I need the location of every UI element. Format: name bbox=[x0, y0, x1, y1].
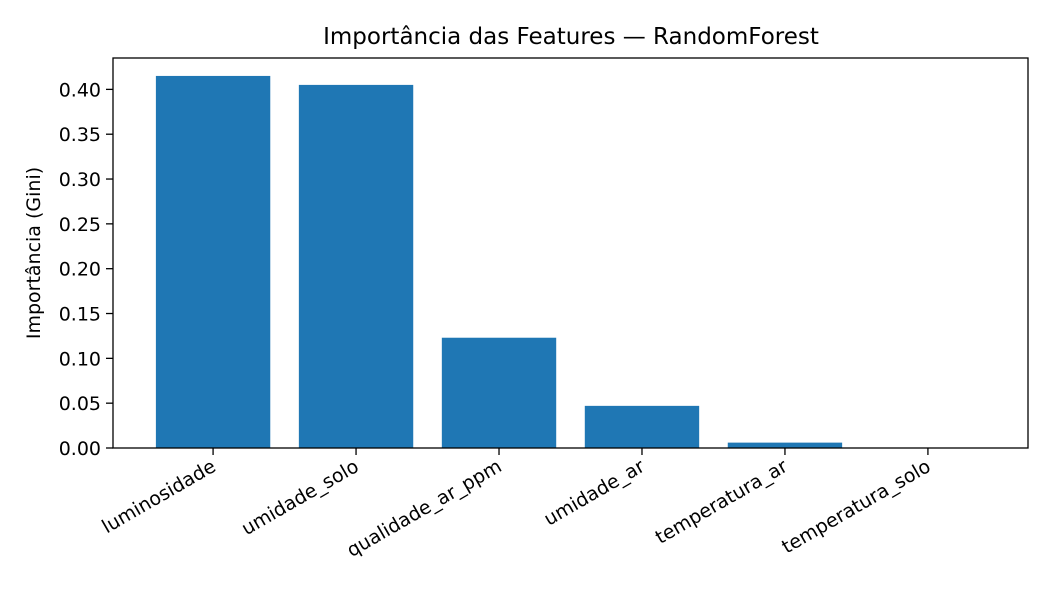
y-tick-label: 0.35 bbox=[59, 124, 101, 146]
bar bbox=[298, 84, 414, 449]
y-tick-label: 0.10 bbox=[59, 348, 101, 370]
bar bbox=[584, 405, 700, 448]
y-tick-label: 0.05 bbox=[59, 393, 101, 415]
y-tick-label: 0.25 bbox=[59, 214, 101, 236]
y-axis: 0.00 0.05 0.10 0.15 0.20 0.25 0.30 0.35 0.40 bbox=[59, 79, 113, 460]
bar bbox=[155, 75, 271, 449]
bar-series bbox=[155, 75, 843, 449]
y-axis-label: Importância (Gini) bbox=[23, 167, 45, 339]
y-tick-label: 0.20 bbox=[59, 259, 101, 281]
y-tick-label: 0.00 bbox=[59, 438, 101, 460]
y-tick-label: 0.15 bbox=[59, 304, 101, 326]
bar bbox=[727, 442, 843, 448]
y-tick-label: 0.30 bbox=[59, 169, 101, 191]
plot-area-frame bbox=[112, 57, 1029, 449]
bar bbox=[441, 337, 557, 448]
chart-title: Importância das Features — RandomForest bbox=[323, 24, 819, 50]
y-tick-label: 0.40 bbox=[59, 79, 101, 101]
